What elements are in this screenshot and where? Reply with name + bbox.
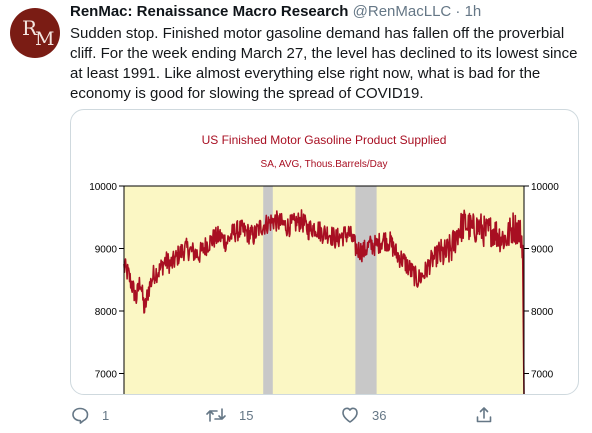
retweet-count: 15 [239, 407, 254, 423]
y-tick-label-right: 9000 [531, 245, 554, 256]
reply-button[interactable]: 1 [70, 404, 109, 426]
recession-band [355, 186, 377, 394]
like-count: 36 [372, 407, 387, 423]
author-name[interactable]: RenMac: Renaissance Macro Research [70, 3, 349, 20]
tweet-actions: 1 15 36 [70, 400, 580, 430]
recession-band [263, 186, 273, 394]
tweet-time[interactable]: 1h [464, 3, 482, 20]
avatar[interactable]: R M [10, 8, 60, 58]
share-icon [476, 407, 492, 423]
series-line [123, 209, 525, 394]
author-handle[interactable]: @RenMacLLC [352, 3, 452, 20]
reply-count: 1 [102, 407, 110, 423]
y-tick-label-left: 7000 [95, 370, 118, 381]
avatar-letter-m: M [35, 28, 55, 50]
chart-subtitle: SA, AVG, Thous.Barrels/Day [261, 159, 388, 170]
tweet-header: RenMac: Renaissance Macro Research @RenM… [70, 3, 481, 20]
like-button[interactable]: 36 [340, 404, 386, 426]
y-tick-label-left: 8000 [95, 307, 118, 318]
retweet-button[interactable]: 15 [205, 404, 253, 426]
tweet-media-chart[interactable]: 10000 10000 9000 9000 8000 8000 7000 7000 US Fi… [70, 109, 579, 395]
y-tick-label-right: 10000 [531, 182, 559, 193]
separator-dot: · [455, 3, 461, 20]
y-tick-label-right: 8000 [531, 307, 554, 318]
y-tick-label-left: 9000 [95, 245, 118, 256]
avatar-letter-r: R [22, 16, 38, 40]
plot-area [124, 186, 524, 394]
y-tick-label-left: 10000 [89, 182, 117, 193]
y-tick-label-right: 7000 [531, 370, 554, 381]
reply-icon [72, 407, 89, 424]
chart-title: US Finished Motor Gasoline Product Suppl… [202, 133, 447, 147]
chart: 10000 10000 9000 9000 8000 8000 7000 7000 US Fi… [89, 133, 559, 394]
tweet-text: Sudden stop. Finished motor gasoline dem… [70, 25, 578, 102]
heart-icon [342, 407, 358, 423]
share-button[interactable] [474, 404, 494, 426]
retweet-icon [206, 408, 226, 422]
